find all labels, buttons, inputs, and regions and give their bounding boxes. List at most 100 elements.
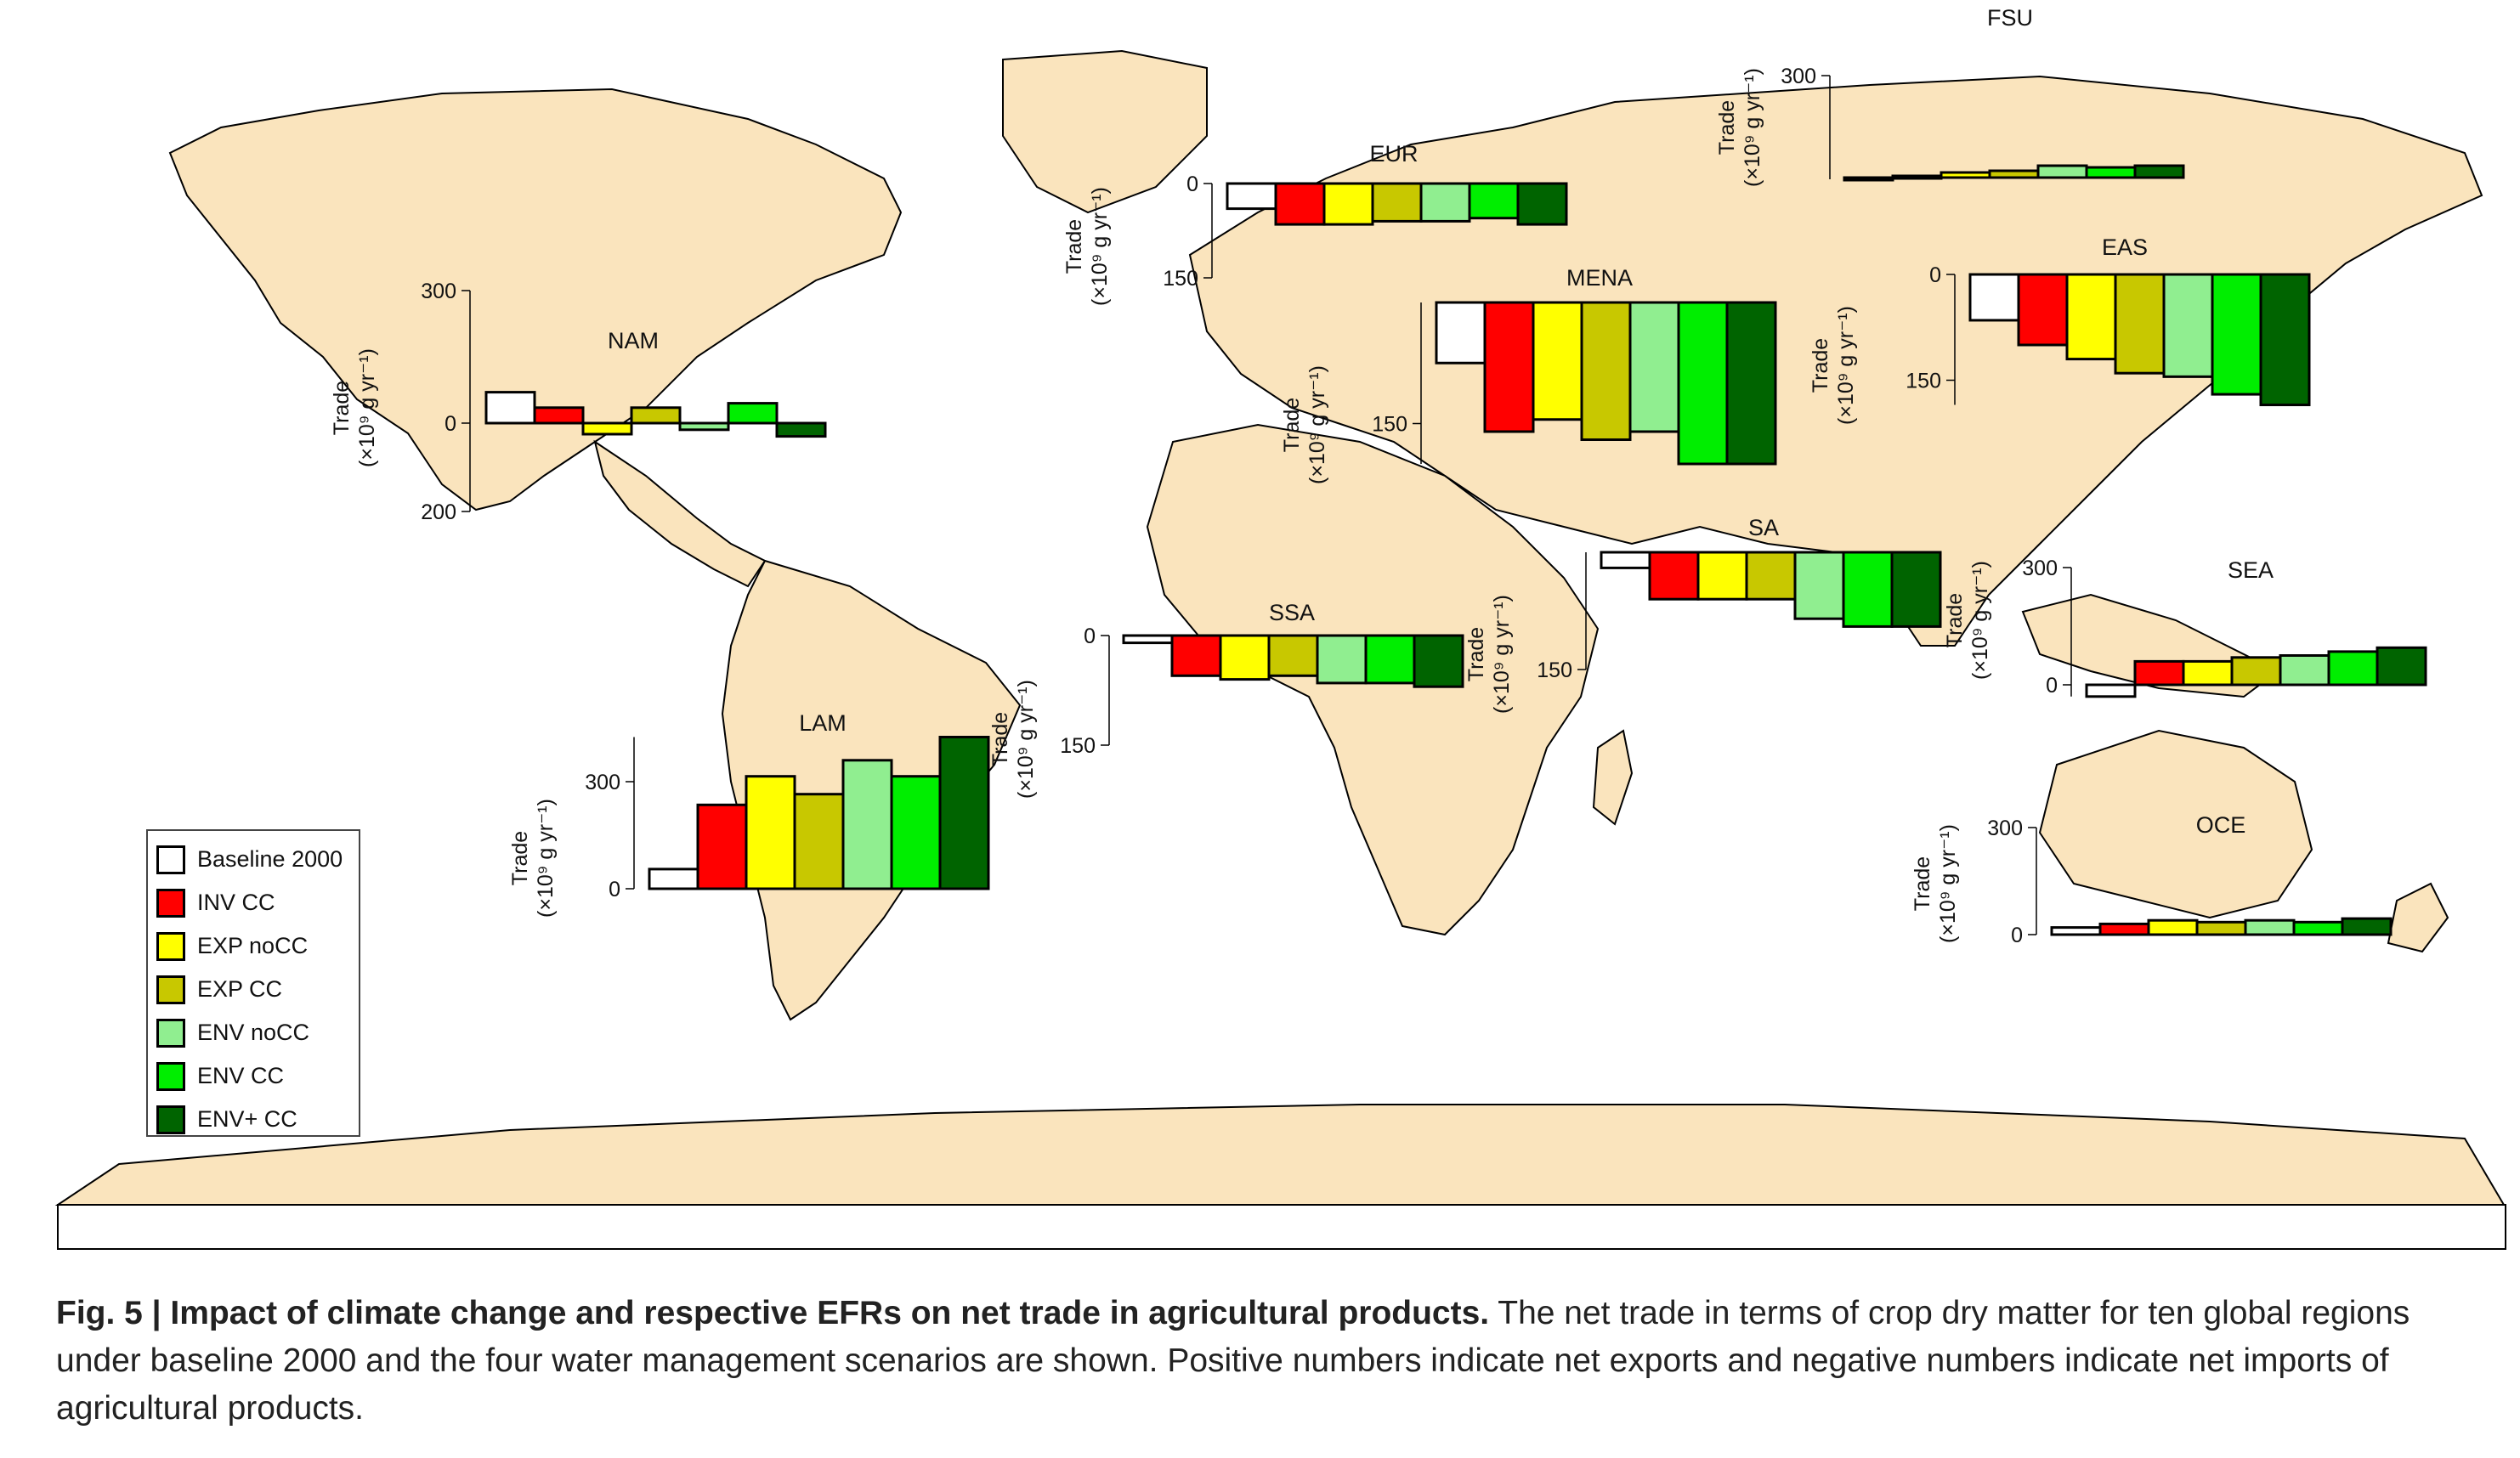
bar-mena-env-nocc <box>1628 301 1680 433</box>
region-label: EUR <box>1369 141 1418 167</box>
legend-item: ENV+ CC <box>156 1098 359 1141</box>
bar-sea-env-nocc <box>2279 654 2330 687</box>
bar-lam-exp-cc <box>793 793 845 890</box>
bar-fsu-env-cc <box>2133 164 2185 179</box>
y-axis-title-line2: (×10⁹ g yr⁻¹) <box>1088 187 1112 306</box>
bar-fsu-baseline-2000 <box>1843 176 1894 182</box>
legend-item: Baseline 2000 <box>156 838 359 881</box>
bar-fsu-env-cc <box>2085 166 2137 179</box>
bar-lam-env-cc <box>890 775 942 890</box>
bar-sea-env-cc <box>2327 650 2379 687</box>
y-axis-title: Trade(×10⁹ g yr⁻¹) <box>1062 187 1112 306</box>
caption-figure-label: Fig. 5 | Impact of climate change and re… <box>56 1295 1490 1331</box>
bar-sea-exp-cc <box>2230 656 2282 687</box>
bar-eas-exp-nocc <box>2065 273 2117 361</box>
y-axis-title-line1: Trade <box>1943 593 1967 647</box>
region-label: MENA <box>1566 265 1633 291</box>
bar-lam-baseline-2000 <box>648 867 699 890</box>
bar-oce-inv-cc <box>2098 922 2150 936</box>
bar-sa-exp-nocc <box>1696 551 1748 601</box>
y-tick-label: 300 <box>2022 557 2058 580</box>
y-axis-title-line2: (×10⁹ g yr⁻¹) <box>1834 306 1858 425</box>
y-tick-label: 0 <box>2011 924 2023 947</box>
region-label: SA <box>1748 515 1779 540</box>
new-zealand <box>2387 882 2449 953</box>
bar-nam-env-nocc <box>678 421 730 432</box>
bar-ssa-inv-cc <box>1170 634 1222 677</box>
bar-mena-env-cc <box>1725 301 1777 466</box>
bar-eur-env-nocc <box>1419 182 1471 223</box>
y-axis-title: Trade(×10⁹ g yr⁻¹) <box>1715 68 1764 187</box>
bar-fsu-exp-nocc <box>1940 171 1991 179</box>
legend-swatch <box>156 1018 185 1048</box>
bar-oce-exp-cc <box>2195 920 2247 936</box>
y-tick-label: 150 <box>1060 734 1096 758</box>
region-label: NAM <box>608 328 659 353</box>
y-tick-label: 0 <box>1186 172 1198 196</box>
region-label: SEA <box>2228 557 2274 583</box>
legend-item: ENV noCC <box>156 1011 359 1054</box>
y-axis-title: Trade(×10⁹ g yr⁻¹) <box>988 680 1038 799</box>
y-tick-label: 300 <box>585 771 620 794</box>
bar-nam-baseline-2000 <box>484 391 536 425</box>
north-america <box>168 88 903 511</box>
bar-lam-env-nocc <box>841 759 893 890</box>
map-border <box>57 1204 2506 1250</box>
y-tick-label: 0 <box>445 412 456 436</box>
y-axis-title-line1: Trade <box>1280 398 1304 452</box>
y-tick-label: 150 <box>1372 413 1407 437</box>
legend-swatch <box>156 931 185 961</box>
region-chart-mena: 150 MENA Trade(×10⁹ g yr⁻¹) <box>1280 265 1777 484</box>
y-axis-title-line2: (×10⁹ g yr⁻¹) <box>1490 595 1514 714</box>
bar-oce-env-cc <box>2341 917 2393 936</box>
legend-label: EXP CC <box>197 976 283 1002</box>
bar-eur-env-cc <box>1468 182 1520 220</box>
region-chart-nam: 300 0 200 NAM Trade(×10⁹ g yr⁻¹) <box>330 280 827 524</box>
bar-eur-env-cc <box>1516 182 1568 226</box>
legend-item: EXP noCC <box>156 924 359 968</box>
legend-item: INV CC <box>156 881 359 924</box>
region-chart-oce: 300 0 OCE Trade(×10⁹ g yr⁻¹) <box>1911 812 2393 947</box>
chart-legend: Baseline 2000 INV CC EXP noCC EXP CC ENV noC… <box>146 829 360 1137</box>
greenland <box>1002 49 1208 214</box>
bar-sa-inv-cc <box>1648 551 1700 601</box>
bar-eas-exp-cc <box>2114 273 2166 375</box>
y-axis-title-line2: (×10⁹ g yr⁻¹) <box>534 799 558 918</box>
legend-label: INV CC <box>197 890 275 915</box>
bar-lam-exp-nocc <box>745 775 796 890</box>
bar-fsu-env-nocc <box>2036 164 2088 179</box>
y-axis-title: Trade(×10⁹ g yr⁻¹) <box>1911 824 1960 943</box>
legend-label: ENV+ CC <box>197 1106 297 1132</box>
central-america <box>593 439 767 588</box>
bar-mena-exp-cc <box>1580 301 1632 441</box>
y-axis-title-line2: (×10⁹ g yr⁻¹) <box>1968 561 1992 680</box>
figure-caption: Fig. 5 | Impact of climate change and re… <box>56 1290 2487 1433</box>
region-chart-lam: 300 0 LAM Trade(×10⁹ g yr⁻¹) <box>508 710 990 918</box>
y-axis-title-line2: (×10⁹ g yr⁻¹) <box>1741 68 1764 187</box>
region-chart-ssa: 0 150 SSA Trade(×10⁹ g yr⁻¹) <box>988 600 1464 799</box>
antarctica <box>54 1104 2506 1206</box>
y-tick-label: 0 <box>1929 263 1941 287</box>
australia <box>2038 729 2313 919</box>
region-chart-fsu: 300 FSU Trade(×10⁹ g yr⁻¹) <box>1715 5 2185 187</box>
bar-sa-env-nocc <box>1793 551 1845 620</box>
bar-mena-inv-cc <box>1483 301 1535 433</box>
bar-eas-env-cc <box>2259 273 2311 407</box>
y-tick-label: 300 <box>421 280 456 303</box>
bar-eur-baseline-2000 <box>1226 182 1277 211</box>
y-axis-title-line1: Trade <box>1464 627 1488 681</box>
bar-sa-env-cc <box>1890 551 1942 628</box>
bar-ssa-env-cc <box>1364 634 1416 685</box>
bar-nam-exp-nocc <box>581 421 633 436</box>
region-label: SSA <box>1269 600 1315 625</box>
bar-sa-exp-cc <box>1745 551 1797 601</box>
y-tick-label: 0 <box>609 878 620 901</box>
region-chart-sea: 300 0 SEA Trade(×10⁹ g yr⁻¹) <box>1943 557 2427 698</box>
y-axis-title-line1: Trade <box>1911 856 1934 911</box>
bar-mena-exp-nocc <box>1532 301 1583 421</box>
y-tick-label: 150 <box>1906 370 1941 393</box>
bar-oce-exp-nocc <box>2147 918 2199 936</box>
caption-text: The net trade in terms of crop dry matte… <box>56 1295 2410 1427</box>
bar-sea-baseline-2000 <box>2085 683 2137 698</box>
bar-nam-exp-cc <box>630 406 682 425</box>
